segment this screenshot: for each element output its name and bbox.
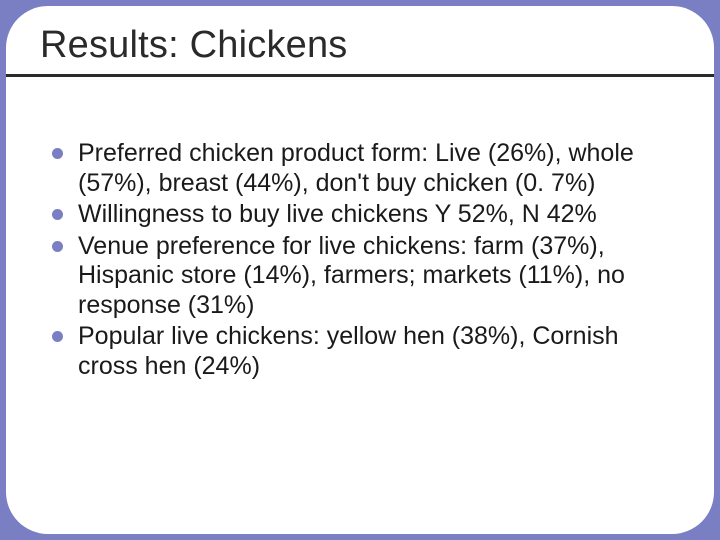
slide-card: Results: Chickens Preferred chicken prod… [6,6,714,534]
list-item: Popular live chickens: yellow hen (38%),… [50,322,672,381]
list-item: Venue preference for live chickens: farm… [50,232,672,321]
list-item: Preferred chicken product form: Live (26… [50,139,672,198]
bullet-icon [52,241,63,252]
bullet-text: Preferred chicken product form: Live (26… [78,139,634,197]
title-underline [6,74,714,77]
bullet-text: Willingness to buy live chickens Y 52%, … [78,200,597,228]
list-item: Willingness to buy live chickens Y 52%, … [50,200,672,230]
bullet-list: Preferred chicken product form: Live (26… [50,139,672,381]
bullet-text: Popular live chickens: yellow hen (38%),… [78,322,619,380]
bullet-icon [52,331,63,342]
slide-title: Results: Chickens [40,24,680,67]
bullet-icon [52,209,63,220]
bullet-icon [52,148,63,159]
slide-body: Preferred chicken product form: Live (26… [40,77,680,381]
bullet-text: Venue preference for live chickens: farm… [78,232,625,319]
title-area: Results: Chickens [40,24,680,77]
